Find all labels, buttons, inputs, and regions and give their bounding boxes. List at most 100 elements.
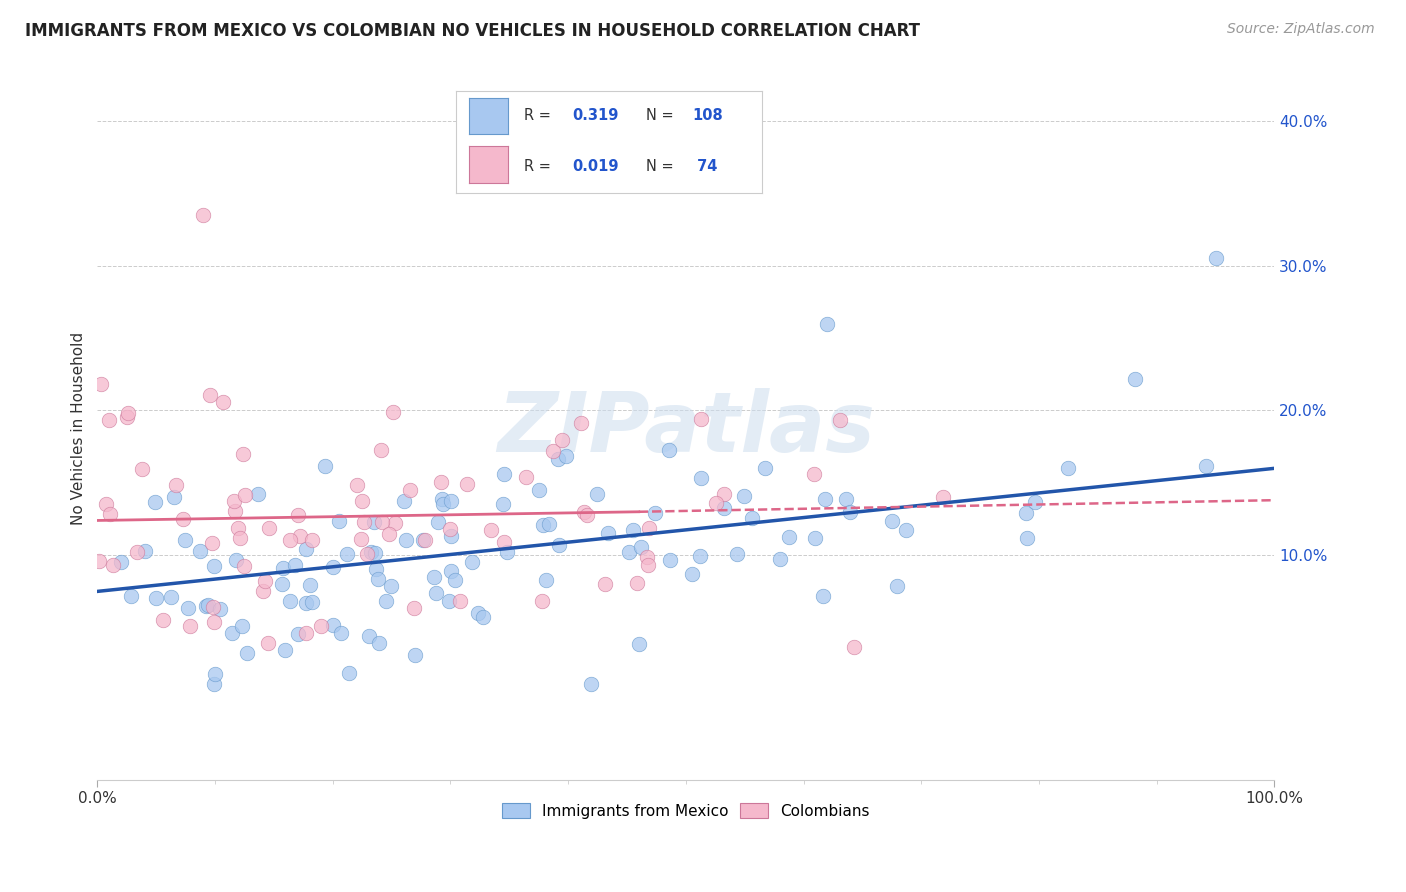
Point: [769, 551, 792, 566]
Point: [145, 591, 167, 606]
Point: [197, 599, 219, 613]
Point: [194, 599, 217, 613]
Point: [299, 578, 322, 592]
Point: [1015, 532, 1038, 546]
Point: [201, 536, 224, 550]
Point: [579, 677, 602, 691]
Point: [103, 558, 125, 573]
Point: [367, 636, 389, 650]
Point: [593, 577, 616, 591]
Point: [439, 522, 461, 536]
Point: [456, 476, 478, 491]
Point: [554, 450, 576, 464]
Point: [432, 497, 454, 511]
Point: [479, 523, 502, 537]
Point: [778, 530, 800, 544]
Point: [159, 590, 181, 604]
Point: [380, 579, 402, 593]
Point: [370, 443, 392, 458]
Point: [628, 637, 651, 651]
Point: [814, 491, 837, 506]
Point: [172, 512, 194, 526]
Point: [367, 572, 389, 586]
Point: [932, 490, 955, 504]
Point: [425, 586, 447, 600]
Point: [534, 573, 557, 587]
Point: [547, 451, 569, 466]
Point: [202, 615, 225, 630]
Point: [90, 376, 112, 391]
Point: [98, 413, 121, 427]
Point: [366, 561, 388, 575]
Point: [404, 648, 426, 663]
Point: [232, 447, 254, 461]
Point: [337, 665, 360, 680]
Point: [179, 618, 201, 632]
Point: [461, 556, 484, 570]
Point: [803, 467, 825, 481]
Point: [658, 443, 681, 458]
Point: [273, 643, 295, 657]
Point: [236, 647, 259, 661]
Point: [636, 549, 658, 564]
Point: [392, 494, 415, 508]
Point: [246, 487, 269, 501]
Point: [231, 619, 253, 633]
Point: [551, 433, 574, 447]
Point: [375, 594, 398, 608]
Point: [402, 600, 425, 615]
Point: [314, 458, 336, 473]
Point: [163, 490, 186, 504]
Point: [412, 533, 434, 547]
Point: [174, 533, 197, 547]
Point: [894, 523, 917, 537]
Point: [842, 640, 865, 654]
Point: [681, 566, 703, 581]
Point: [427, 515, 450, 529]
Point: [294, 625, 316, 640]
Y-axis label: No Vehicles in Household: No Vehicles in Household: [72, 332, 86, 525]
Point: [575, 508, 598, 522]
Point: [165, 478, 187, 492]
Point: [143, 494, 166, 508]
Point: [364, 546, 387, 560]
Point: [252, 583, 274, 598]
Point: [152, 613, 174, 627]
Text: ZIPatlas: ZIPatlas: [496, 388, 875, 469]
Point: [309, 619, 332, 633]
Point: [658, 553, 681, 567]
Point: [440, 565, 463, 579]
Point: [328, 514, 350, 528]
Point: [838, 506, 860, 520]
Point: [363, 515, 385, 529]
Point: [496, 545, 519, 559]
Point: [301, 533, 323, 547]
Point: [741, 510, 763, 524]
Point: [87, 554, 110, 568]
Point: [353, 515, 375, 529]
Point: [322, 618, 344, 632]
Point: [256, 636, 278, 650]
Point: [224, 503, 246, 517]
Point: [399, 483, 422, 498]
Point: [491, 497, 513, 511]
Point: [346, 478, 368, 492]
Point: [527, 483, 550, 497]
Point: [233, 488, 256, 502]
Point: [733, 489, 755, 503]
Point: [804, 531, 827, 545]
Point: [229, 531, 252, 545]
Point: [287, 508, 309, 522]
Point: [360, 545, 382, 559]
Point: [382, 405, 405, 419]
Point: [287, 626, 309, 640]
Point: [586, 487, 609, 501]
Point: [886, 579, 908, 593]
Point: [378, 526, 401, 541]
Point: [290, 529, 312, 543]
Point: [619, 545, 641, 559]
Point: [1205, 252, 1227, 266]
Point: [413, 533, 436, 548]
Point: [444, 574, 467, 588]
Point: [1057, 460, 1080, 475]
